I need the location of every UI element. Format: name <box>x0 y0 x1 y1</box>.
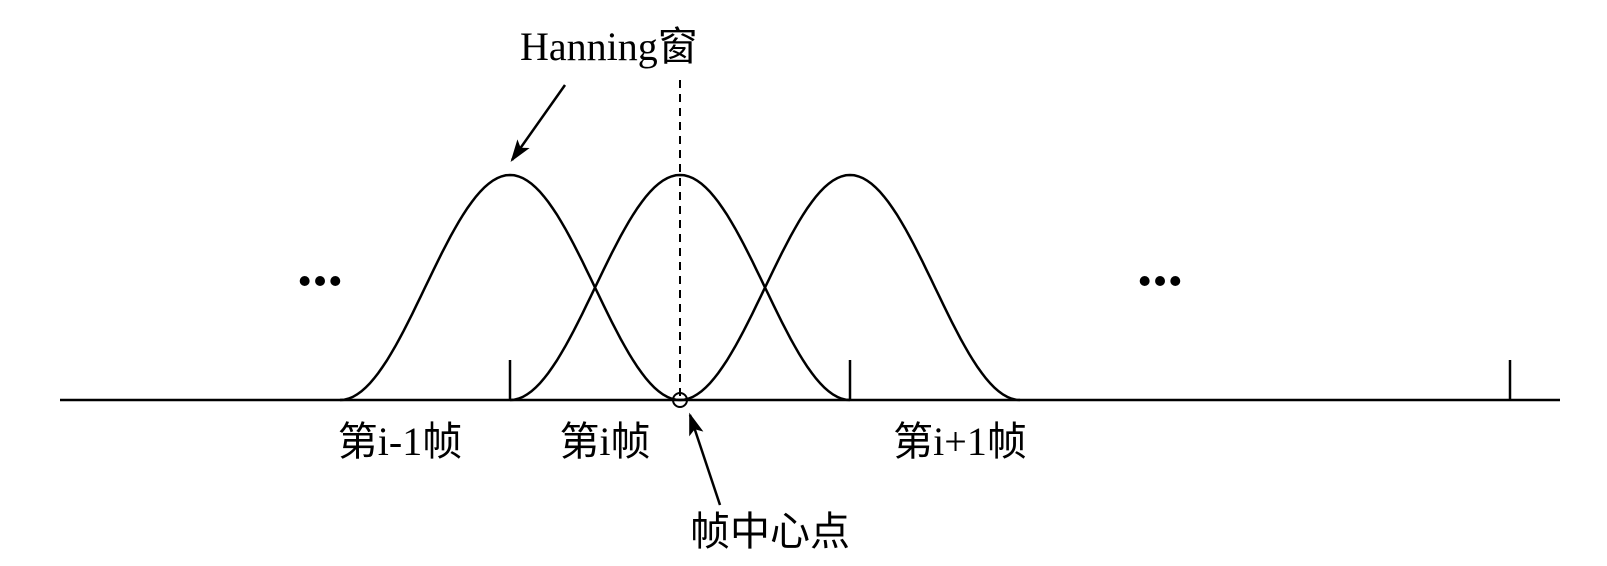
arrow-hanning-to-curve <box>512 85 565 160</box>
diagram-canvas: ... ... Hanning窗 第i-1帧 第i帧 第i+1帧 帧中心点 <box>0 0 1607 566</box>
label-frame-i-plus-1: 第i+1帧 <box>893 419 1027 464</box>
arrow-center-to-marker <box>690 415 720 505</box>
diagram-svg: ... ... Hanning窗 第i-1帧 第i帧 第i+1帧 帧中心点 <box>0 0 1607 566</box>
label-frame-center-point: 帧中心点 <box>690 509 850 554</box>
ellipsis-right: ... <box>1137 231 1183 299</box>
label-frame-i-minus-1: 第i-1帧 <box>338 419 462 464</box>
ellipsis-left: ... <box>297 231 343 299</box>
label-frame-i: 第i帧 <box>559 419 650 464</box>
frame-ticks <box>510 360 1510 400</box>
label-hanning-window: Hanning窗 <box>520 24 698 69</box>
